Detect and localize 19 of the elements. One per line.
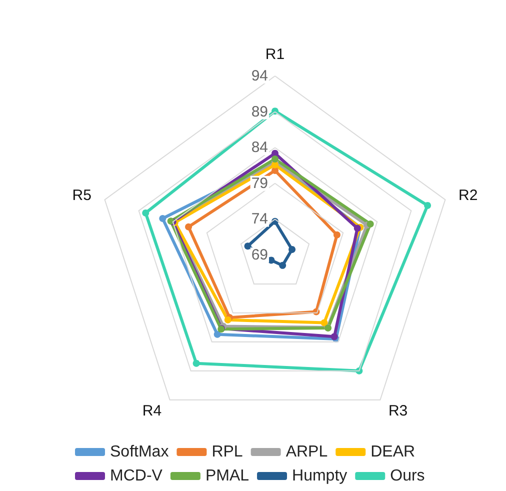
spoke-label: R4 xyxy=(142,402,162,420)
legend-label: SoftMax xyxy=(110,444,169,460)
spoke-label: R1 xyxy=(265,46,285,63)
legend-label: MCD-V xyxy=(110,468,163,484)
spoke-label: R5 xyxy=(72,186,92,204)
y-tick-label: 84 xyxy=(251,139,268,156)
legend-label: RPL xyxy=(212,444,243,460)
spoke-label: R2 xyxy=(458,186,478,204)
legend-label: ARPL xyxy=(286,444,328,460)
spoke-label: R3 xyxy=(388,402,408,420)
y-tick-label: 74 xyxy=(251,210,268,228)
legend-label: DEAR xyxy=(370,444,416,460)
legend-label: Ours xyxy=(390,468,425,484)
y-tick-label: 89 xyxy=(251,103,268,120)
y-tick-label: 69 xyxy=(251,246,268,264)
legend-label: Humpty xyxy=(292,468,348,484)
legend-label: PMAL xyxy=(205,468,250,484)
y-tick-label: 94 xyxy=(251,68,268,84)
y-tick-label: 79 xyxy=(251,174,268,192)
